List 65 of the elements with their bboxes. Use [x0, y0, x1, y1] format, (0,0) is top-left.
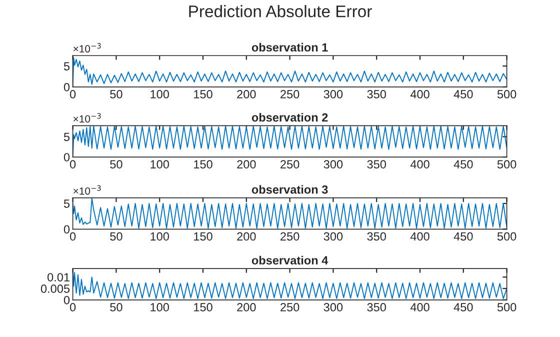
chart-title: observation 3 — [252, 185, 328, 194]
x-tick-label: 300 — [324, 90, 343, 98]
y-tick-label: 0 — [64, 82, 70, 92]
x-tick-label: 500 — [497, 160, 516, 168]
x-tick-label: 250 — [280, 90, 300, 98]
y-tick-label: 0 — [64, 225, 70, 234]
y-tick-label: 0.01 — [48, 273, 70, 282]
y-tick-label: 0 — [64, 153, 70, 162]
x-tick-label: 450 — [454, 160, 473, 168]
chart-subtitle: observation 1 — [252, 42, 328, 52]
x-tick-label: 300 — [324, 303, 343, 312]
text: ×10$^{−3}$ — [74, 113, 101, 123]
x-tick-label: 150 — [194, 303, 212, 312]
chart-title: observation 2 — [252, 112, 328, 122]
x-tick-label: 300 — [324, 160, 343, 168]
x-tick-label: 350 — [367, 303, 386, 312]
x-tick-label: 400 — [410, 303, 430, 312]
text: ×10$^{−3}$ — [74, 43, 101, 53]
x-tick-label: 500 — [497, 90, 516, 98]
x-tick-label: 0 — [70, 303, 76, 312]
x-tick-label: 350 — [367, 90, 386, 98]
x-tick-label: 0 — [70, 232, 76, 241]
x-tick-label: 50 — [110, 160, 122, 168]
x-tick-label: 200 — [237, 160, 256, 168]
x-tick-label: 50 — [110, 90, 122, 98]
x-tick-label: 150 — [194, 160, 212, 168]
y-tick-label: 5 — [64, 200, 70, 208]
x-tick-label: 500 — [497, 303, 516, 312]
x-tick-label: 200 — [237, 90, 256, 98]
x-tick-label: 150 — [194, 90, 212, 98]
x-tick-label: 300 — [324, 232, 343, 241]
y-tick-label: 5 — [64, 132, 70, 142]
x-tick-label: 100 — [150, 232, 169, 241]
x-tick-label: 450 — [454, 90, 473, 98]
line-series — [72, 126, 507, 158]
x-tick-label: 200 — [237, 232, 256, 241]
x-tick-label: 0 — [70, 160, 76, 168]
x-tick-label: 100 — [150, 303, 169, 312]
line-series — [72, 57, 507, 87]
x-tick-label: 50 — [110, 303, 122, 312]
x-tick-label: 50 — [110, 232, 122, 241]
x-tick-label: 500 — [497, 232, 516, 241]
x-tick-label: 400 — [410, 232, 430, 241]
chart-title: observation 4 — [252, 256, 328, 265]
line-series — [72, 268, 507, 300]
x-tick-label: 0 — [70, 90, 76, 98]
x-tick-label: 400 — [410, 160, 430, 168]
y-tick-label: 0.005 — [40, 284, 70, 293]
x-tick-label: 200 — [237, 303, 256, 312]
x-tick-label: 100 — [150, 90, 169, 98]
chart-title: Prediction Absolute Error — [189, 5, 372, 18]
x-tick-label: 350 — [367, 232, 386, 241]
x-tick-label: 450 — [454, 303, 473, 312]
x-tick-label: 450 — [454, 232, 473, 241]
x-tick-label: 350 — [367, 160, 386, 168]
x-tick-label: 100 — [150, 160, 169, 168]
x-tick-label: 400 — [410, 90, 430, 98]
text: ×10$^{−3}$ — [74, 185, 101, 195]
line-series — [72, 198, 507, 229]
x-tick-label: 250 — [280, 303, 300, 312]
y-tick-label: 0 — [64, 296, 70, 304]
x-tick-label: 150 — [194, 232, 212, 241]
x-tick-label: 250 — [280, 160, 300, 168]
x-tick-label: 250 — [280, 232, 300, 241]
y-tick-label: 5 — [64, 62, 70, 70]
